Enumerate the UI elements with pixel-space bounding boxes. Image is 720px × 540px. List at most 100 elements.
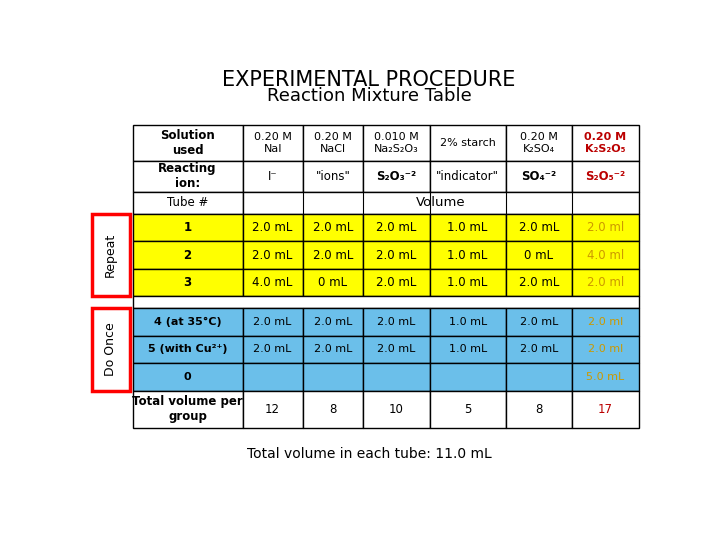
Bar xyxy=(572,308,639,336)
Text: 2.0 mL: 2.0 mL xyxy=(520,317,558,327)
Text: 2.0 ml: 2.0 ml xyxy=(587,276,624,289)
Text: 12: 12 xyxy=(265,403,280,416)
Text: Total volume in each tube: 11.0 mL: Total volume in each tube: 11.0 mL xyxy=(247,447,491,461)
Text: 2.0 mL: 2.0 mL xyxy=(253,248,293,261)
Text: 1: 1 xyxy=(184,221,192,234)
Bar xyxy=(572,336,639,363)
Text: Reaction Mixture Table: Reaction Mixture Table xyxy=(266,87,472,105)
Bar xyxy=(430,308,505,336)
Text: 5 (with Cu²⁺): 5 (with Cu²⁺) xyxy=(148,345,228,354)
Bar xyxy=(132,192,243,214)
Bar xyxy=(132,390,243,428)
Text: 2.0 mL: 2.0 mL xyxy=(312,248,353,261)
Text: 0.20 M
NaCl: 0.20 M NaCl xyxy=(314,132,352,154)
Text: Do Once: Do Once xyxy=(104,322,117,376)
Text: 1.0 mL: 1.0 mL xyxy=(447,248,488,261)
Bar xyxy=(243,214,303,241)
Bar xyxy=(303,161,363,192)
Text: Tube #: Tube # xyxy=(167,197,208,210)
Text: 4.0 mL: 4.0 mL xyxy=(253,276,293,289)
Text: 5.0 mL: 5.0 mL xyxy=(586,372,624,382)
Bar xyxy=(505,308,572,336)
Bar xyxy=(243,363,303,390)
Bar xyxy=(303,125,363,161)
Text: 2.0 ml: 2.0 ml xyxy=(587,221,624,234)
Bar xyxy=(572,125,639,161)
Text: 4.0 ml: 4.0 ml xyxy=(587,248,624,261)
Text: 0.20 M
K₂S₂O₅: 0.20 M K₂S₂O₅ xyxy=(585,132,626,154)
Text: 0.20 M
K₂SO₄: 0.20 M K₂SO₄ xyxy=(520,132,558,154)
Bar xyxy=(505,269,572,296)
Text: 2.0 mL: 2.0 mL xyxy=(519,221,559,234)
Bar xyxy=(363,125,430,161)
Text: "ions": "ions" xyxy=(315,170,351,183)
Text: 2.0 mL: 2.0 mL xyxy=(376,221,417,234)
Bar xyxy=(132,336,243,363)
Bar xyxy=(303,308,363,336)
Text: 0: 0 xyxy=(184,372,192,382)
Bar xyxy=(363,390,430,428)
Bar xyxy=(132,241,243,269)
Text: 0 mL: 0 mL xyxy=(524,248,554,261)
Bar xyxy=(430,269,505,296)
Bar xyxy=(243,161,303,192)
Bar xyxy=(572,363,639,390)
Bar xyxy=(363,269,430,296)
Bar xyxy=(363,241,430,269)
Bar xyxy=(243,241,303,269)
Bar xyxy=(572,214,639,241)
Bar xyxy=(505,214,572,241)
Bar xyxy=(91,308,130,390)
Text: EXPERIMENTAL PROCEDURE: EXPERIMENTAL PROCEDURE xyxy=(222,70,516,90)
Text: 3: 3 xyxy=(184,276,192,289)
Bar xyxy=(91,214,130,296)
Text: 17: 17 xyxy=(598,403,613,416)
Text: 8: 8 xyxy=(329,403,337,416)
Text: 5: 5 xyxy=(464,403,472,416)
Text: 0 mL: 0 mL xyxy=(318,276,348,289)
Text: 2.0 mL: 2.0 mL xyxy=(253,221,293,234)
Bar xyxy=(303,241,363,269)
Text: Volume: Volume xyxy=(415,197,465,210)
Text: 2.0 mL: 2.0 mL xyxy=(376,276,417,289)
Bar xyxy=(132,296,639,308)
Bar xyxy=(303,214,363,241)
Bar xyxy=(132,363,243,390)
Bar xyxy=(505,390,572,428)
Text: Reacting
ion:: Reacting ion: xyxy=(158,163,217,190)
Bar xyxy=(132,125,243,161)
Text: 2% starch: 2% starch xyxy=(440,138,495,148)
Text: 2.0 ml: 2.0 ml xyxy=(588,345,623,354)
Bar xyxy=(430,125,505,161)
Bar xyxy=(303,269,363,296)
Bar xyxy=(430,363,505,390)
Text: 1.0 mL: 1.0 mL xyxy=(449,345,487,354)
Text: Repeat: Repeat xyxy=(104,233,117,277)
Text: 0.20 M
NaI: 0.20 M NaI xyxy=(253,132,292,154)
Text: S₂O₃⁻²: S₂O₃⁻² xyxy=(377,170,416,183)
Bar xyxy=(303,336,363,363)
Bar xyxy=(363,336,430,363)
Text: 10: 10 xyxy=(389,403,404,416)
Bar xyxy=(132,308,243,336)
Text: 2.0 mL: 2.0 mL xyxy=(377,345,415,354)
Text: 1.0 mL: 1.0 mL xyxy=(447,221,488,234)
Bar xyxy=(572,390,639,428)
Bar xyxy=(430,336,505,363)
Bar xyxy=(430,241,505,269)
Text: "indicator": "indicator" xyxy=(436,170,499,183)
Bar xyxy=(363,214,430,241)
Text: Solution
used: Solution used xyxy=(160,129,215,157)
Text: S₂O₅⁻²: S₂O₅⁻² xyxy=(585,170,626,183)
Bar xyxy=(363,161,430,192)
Text: 8: 8 xyxy=(535,403,543,416)
Bar xyxy=(430,214,505,241)
Bar xyxy=(572,161,639,192)
Bar xyxy=(243,192,639,214)
Bar xyxy=(132,269,243,296)
Text: SO₄⁻²: SO₄⁻² xyxy=(521,170,557,183)
Text: 2.0 ml: 2.0 ml xyxy=(588,317,623,327)
Text: 1.0 mL: 1.0 mL xyxy=(449,317,487,327)
Text: 2: 2 xyxy=(184,248,192,261)
Bar xyxy=(243,125,303,161)
